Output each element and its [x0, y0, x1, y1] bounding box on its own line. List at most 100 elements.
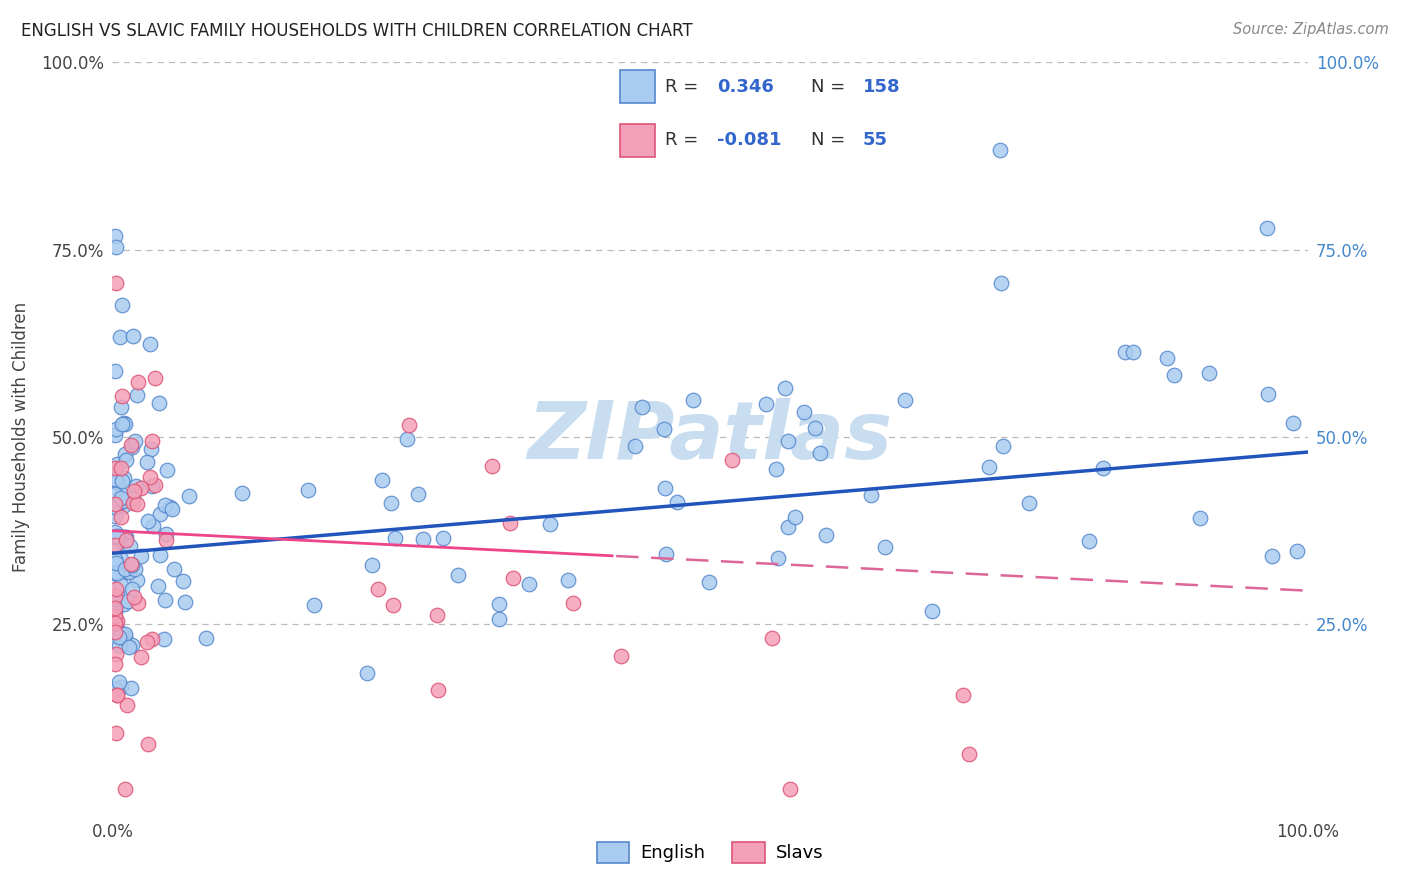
Point — [498, 516, 520, 530]
Point — [921, 604, 943, 618]
Point — [104, 647, 127, 661]
Point — [105, 422, 128, 436]
Point — [105, 688, 128, 702]
Point — [395, 432, 418, 446]
Point — [107, 566, 129, 581]
Point — [104, 500, 127, 514]
Point — [502, 571, 524, 585]
Point — [110, 510, 132, 524]
Point — [765, 462, 787, 476]
Point — [894, 392, 917, 407]
Point — [1188, 511, 1211, 525]
Point — [859, 488, 882, 502]
Point — [125, 497, 148, 511]
Point — [142, 519, 165, 533]
Point — [302, 598, 325, 612]
Point — [105, 529, 128, 543]
Point — [115, 533, 138, 547]
Text: R =: R = — [665, 131, 704, 149]
Point — [977, 459, 1000, 474]
Point — [124, 562, 146, 576]
Point — [114, 630, 136, 644]
Point — [398, 418, 420, 433]
Point — [122, 329, 145, 343]
Point — [104, 475, 127, 489]
Point — [136, 514, 159, 528]
Point — [110, 625, 132, 640]
Point — [1285, 544, 1308, 558]
Point — [105, 582, 128, 597]
Point — [124, 434, 146, 448]
Point — [380, 496, 402, 510]
Point — [120, 558, 142, 572]
Point — [114, 530, 136, 544]
Point — [776, 520, 799, 534]
Point — [519, 576, 541, 591]
Point — [143, 478, 166, 492]
Text: 55: 55 — [863, 131, 889, 149]
Point — [105, 567, 128, 582]
Point — [665, 494, 688, 508]
Point — [104, 605, 127, 619]
Point — [112, 470, 135, 484]
Point — [104, 428, 127, 442]
Point — [162, 562, 184, 576]
Point — [149, 548, 172, 562]
Point — [815, 528, 838, 542]
Point — [1282, 417, 1305, 431]
Point — [153, 498, 176, 512]
Point — [779, 782, 801, 797]
Point — [104, 601, 127, 615]
Point — [104, 277, 127, 291]
Point — [114, 782, 136, 797]
Point — [427, 683, 450, 698]
Point — [138, 337, 160, 351]
Point — [114, 562, 136, 576]
Point — [112, 416, 135, 430]
Bar — [620, 70, 655, 103]
Point — [122, 496, 145, 510]
Point — [124, 479, 146, 493]
Y-axis label: Family Households with Children: Family Households with Children — [13, 302, 30, 572]
Point — [104, 589, 127, 603]
Point — [110, 491, 132, 506]
Text: ENGLISH VS SLAVIC FAMILY HOUSEHOLDS WITH CHILDREN CORRELATION CHART: ENGLISH VS SLAVIC FAMILY HOUSEHOLDS WITH… — [21, 22, 693, 40]
Point — [1163, 368, 1185, 383]
Point — [104, 525, 127, 540]
Point — [104, 538, 127, 552]
Point — [426, 607, 449, 622]
Point — [356, 665, 378, 680]
Point — [121, 638, 143, 652]
Point — [371, 473, 394, 487]
Point — [110, 400, 132, 414]
Point — [112, 598, 135, 612]
Point — [108, 630, 131, 644]
Point — [231, 485, 253, 500]
Point — [155, 527, 177, 541]
Point — [1114, 344, 1136, 359]
Point — [136, 455, 159, 469]
Point — [104, 625, 127, 640]
Point — [120, 681, 142, 695]
Point — [538, 517, 561, 532]
Point — [110, 487, 132, 501]
Point — [111, 417, 134, 432]
Point — [114, 417, 136, 432]
Point — [1256, 221, 1278, 235]
Point — [141, 479, 163, 493]
Point — [127, 596, 149, 610]
Point — [1018, 496, 1040, 510]
Point — [108, 329, 131, 343]
Point — [297, 483, 319, 498]
Point — [1257, 386, 1279, 401]
Point — [155, 533, 177, 547]
Point — [110, 578, 132, 592]
Point — [655, 547, 678, 561]
Point — [654, 422, 676, 436]
Point — [766, 551, 789, 566]
Point — [110, 552, 132, 566]
Point — [107, 638, 129, 652]
Point — [195, 631, 218, 645]
Point — [1156, 351, 1178, 365]
Point — [104, 239, 127, 253]
